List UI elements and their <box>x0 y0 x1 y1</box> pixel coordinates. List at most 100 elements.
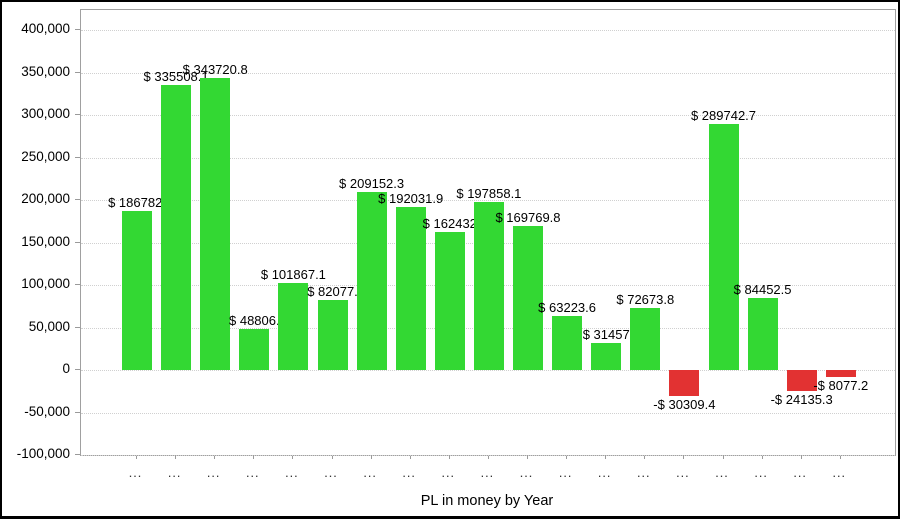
bar-value-label: $ 72673.8 <box>616 292 675 308</box>
bar-value-label: $ 186782. <box>108 195 166 211</box>
bar-value-label: $ 82077. <box>307 284 358 300</box>
gridline <box>81 412 895 414</box>
bar-positive <box>513 225 543 370</box>
x-axis-tick <box>409 455 411 459</box>
y-axis-tick-label: 300,000 <box>21 106 70 121</box>
bar-positive <box>434 231 465 370</box>
x-axis-tick <box>370 455 372 459</box>
bar-value-label: $ 343720.8 <box>182 61 248 77</box>
bar-value-label: $ 209152.3 <box>339 176 405 192</box>
gridline <box>81 157 895 159</box>
bar-positive <box>708 123 739 370</box>
y-axis-tick <box>75 326 80 328</box>
x-axis-category-label: ... <box>598 469 612 479</box>
x-axis-tick <box>527 455 528 459</box>
x-axis-title: PL in money by Year <box>420 493 554 509</box>
y-axis-tick-label: -100,000 <box>16 446 70 461</box>
bar-positive <box>473 201 504 370</box>
x-axis-category-label: ... <box>676 469 691 479</box>
y-axis-tick-label: 150,000 <box>21 233 70 249</box>
x-axis-category-label: ... <box>715 469 730 479</box>
x-axis-category-label: ... <box>442 469 456 479</box>
x-axis-tick <box>214 455 216 459</box>
x-axis-category-label: ... <box>754 469 769 479</box>
y-axis-tick-label: 350,000 <box>21 63 70 79</box>
y-axis-tick-label: 100,000 <box>21 276 70 291</box>
x-axis-tick <box>175 455 177 459</box>
gridline <box>81 200 895 201</box>
y-axis-tick <box>75 241 80 243</box>
y-axis-tick <box>75 156 80 158</box>
bar-value-label: $ 192031.9 <box>378 190 444 206</box>
gridline <box>81 455 895 456</box>
bar-positive <box>239 328 270 370</box>
bar-value-label: $ 169769.8 <box>495 209 561 225</box>
bar-positive <box>161 84 192 370</box>
bar-positive <box>122 211 152 370</box>
bar-positive <box>552 316 583 370</box>
x-axis-category-label: ... <box>363 469 378 479</box>
gridline <box>81 115 895 116</box>
bar-value-label: -$ 8077.2 <box>813 377 869 393</box>
x-axis-tick <box>839 455 841 459</box>
x-axis-category-label: ... <box>520 469 534 479</box>
bar-value-label: $ 197858.1 <box>456 185 522 201</box>
y-axis-tick <box>75 199 80 200</box>
bar-value-label: -$ 30309.4 <box>653 396 716 412</box>
y-axis-tick <box>75 284 80 285</box>
y-axis-tick-label: 0 <box>62 361 70 376</box>
x-axis-tick <box>136 455 137 459</box>
bar-negative <box>786 370 817 391</box>
x-axis-category-label: ... <box>285 469 300 479</box>
bar-value-label: $ 289742.7 <box>690 107 757 123</box>
bar-positive <box>395 206 426 370</box>
bar-positive <box>200 77 231 370</box>
x-axis-tick <box>292 455 294 459</box>
gridline <box>81 72 895 74</box>
y-axis-tick <box>75 454 80 455</box>
bar-positive <box>747 298 778 370</box>
y-axis-tick <box>75 411 80 413</box>
bar-value-label: $ 48806. <box>228 312 280 328</box>
bar-positive <box>317 300 348 370</box>
x-axis-tick <box>605 455 607 459</box>
x-axis-category-label: ... <box>793 469 808 479</box>
bar-value-label: $ 335508.1 <box>143 68 209 84</box>
x-axis-category-label: ... <box>324 469 339 479</box>
gridline <box>81 370 895 371</box>
bar-value-label: $ 84452.5 <box>733 282 792 298</box>
x-axis-tick <box>253 455 255 459</box>
bar-positive <box>591 343 622 370</box>
bar-value-label: $ 31457 <box>582 327 630 343</box>
y-axis-tick-label: 50,000 <box>28 318 70 334</box>
x-axis-category-label: ... <box>168 469 182 479</box>
x-axis-tick <box>722 455 724 459</box>
bar-value-label: $ 101867.1 <box>260 267 326 283</box>
x-axis-tick <box>800 455 802 459</box>
x-axis-category-label: ... <box>637 469 652 479</box>
x-axis-category-label: ... <box>129 469 143 479</box>
x-axis-tick <box>331 455 333 459</box>
x-axis-tick <box>487 455 489 459</box>
y-axis-tick-label: -50,000 <box>24 403 70 419</box>
x-axis-category-label: ... <box>481 469 495 479</box>
bar-negative <box>669 370 700 396</box>
x-axis-category-label: ... <box>207 469 221 479</box>
y-axis-tick <box>75 369 80 370</box>
x-axis-tick <box>683 455 685 459</box>
y-axis-tick-label: 200,000 <box>21 191 70 206</box>
bar-positive <box>356 192 387 370</box>
x-axis-category-label: ... <box>246 469 261 479</box>
bar-value-label: $ 162432 <box>422 215 477 231</box>
bar-positive <box>630 308 661 370</box>
gridline <box>81 30 895 31</box>
bar-negative <box>825 370 856 377</box>
bar-value-label: -$ 24135.3 <box>770 391 833 407</box>
x-axis-category-label: ... <box>559 469 573 479</box>
x-axis-tick <box>761 455 763 459</box>
plot-area: $ 186782. $ 335508.1 $ 343720.8 $ 48806. $ 1… <box>80 9 896 456</box>
x-axis-category-label: ... <box>833 469 847 479</box>
bar-positive <box>278 283 309 370</box>
x-axis-tick <box>566 455 568 459</box>
